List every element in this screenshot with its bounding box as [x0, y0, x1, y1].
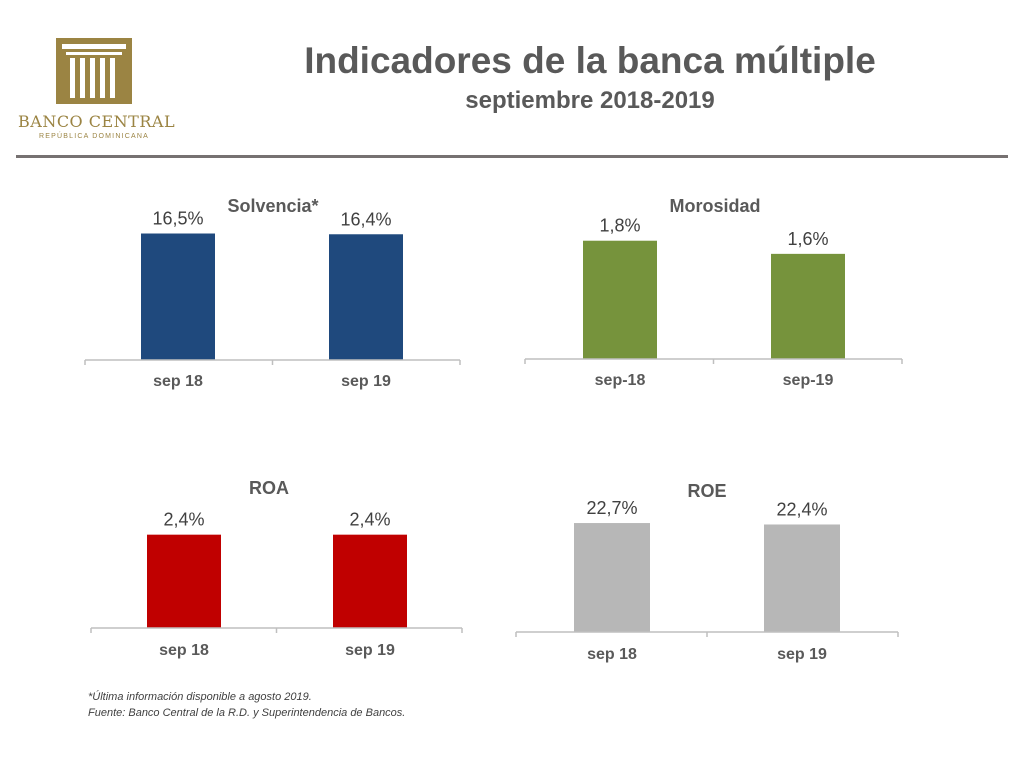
bar	[583, 240, 657, 359]
category-label: sep 18	[587, 646, 637, 663]
bar	[771, 253, 845, 359]
category-label: sep 19	[345, 642, 395, 659]
chart-title: ROA	[249, 478, 289, 498]
chart-svg-morosidad: Morosidad 1,8% sep-18 1,6% sep-19	[524, 196, 903, 389]
data-label: 1,6%	[787, 229, 828, 249]
data-label: 2,4%	[349, 510, 390, 530]
category-label: sep 18	[153, 373, 203, 390]
category-label: sep 19	[341, 373, 391, 390]
footnote-source: Fuente: Banco Central de la R.D. y Super…	[88, 707, 406, 719]
bar	[574, 523, 650, 632]
chart-svg-roa: ROA 2,4% sep 18 2,4% sep 19	[90, 478, 463, 659]
chart-solvencia: Solvencia* 16,5% sep 18 16,4% sep 19	[80, 180, 470, 410]
page-subtitle: septiembre 2018-2019	[465, 87, 715, 114]
data-label: 22,4%	[776, 499, 827, 519]
footnote-note: *Última información disponible a agosto …	[88, 691, 312, 703]
building-icon	[56, 38, 132, 104]
chart-title: ROE	[687, 481, 726, 501]
chart-morosidad: Morosidad 1,8% sep-18 1,6% sep-19	[520, 180, 910, 410]
chart-roa: ROA 2,4% sep 18 2,4% sep 19	[88, 466, 478, 666]
bar	[764, 524, 840, 632]
chart-title: Morosidad	[669, 196, 760, 216]
bar	[333, 534, 407, 628]
header-divider	[16, 155, 1008, 158]
footnotes: *Última información disponible a agosto …	[88, 689, 405, 721]
bar	[329, 234, 403, 360]
chart-svg-roe: ROE 22,7% sep 18 22,4% sep 19	[515, 481, 899, 663]
logo-name: BANCO CENTRAL	[18, 112, 176, 131]
data-label: 16,5%	[152, 209, 203, 229]
category-label: sep 19	[777, 646, 827, 663]
data-label: 16,4%	[340, 209, 391, 229]
category-label: sep-18	[595, 372, 646, 389]
bar	[147, 534, 221, 628]
data-label: 1,8%	[599, 216, 640, 236]
chart-svg-solvencia: Solvencia* 16,5% sep 18 16,4% sep 19	[84, 196, 461, 390]
category-label: sep 18	[159, 642, 209, 659]
data-label: 2,4%	[163, 510, 204, 530]
data-label: 22,7%	[586, 498, 637, 518]
page-title: Indicadores de la banca múltiple	[304, 40, 876, 81]
chart-title: Solvencia*	[227, 196, 318, 216]
logo-subtitle: REPÚBLICA DOMINICANA	[39, 133, 149, 140]
banco-central-logo: BANCO CENTRAL REPÚBLICA DOMINICANA	[18, 38, 176, 144]
bar	[141, 233, 215, 360]
category-label: sep-19	[783, 372, 834, 389]
chart-roe: ROE 22,7% sep 18 22,4% sep 19	[512, 470, 912, 670]
